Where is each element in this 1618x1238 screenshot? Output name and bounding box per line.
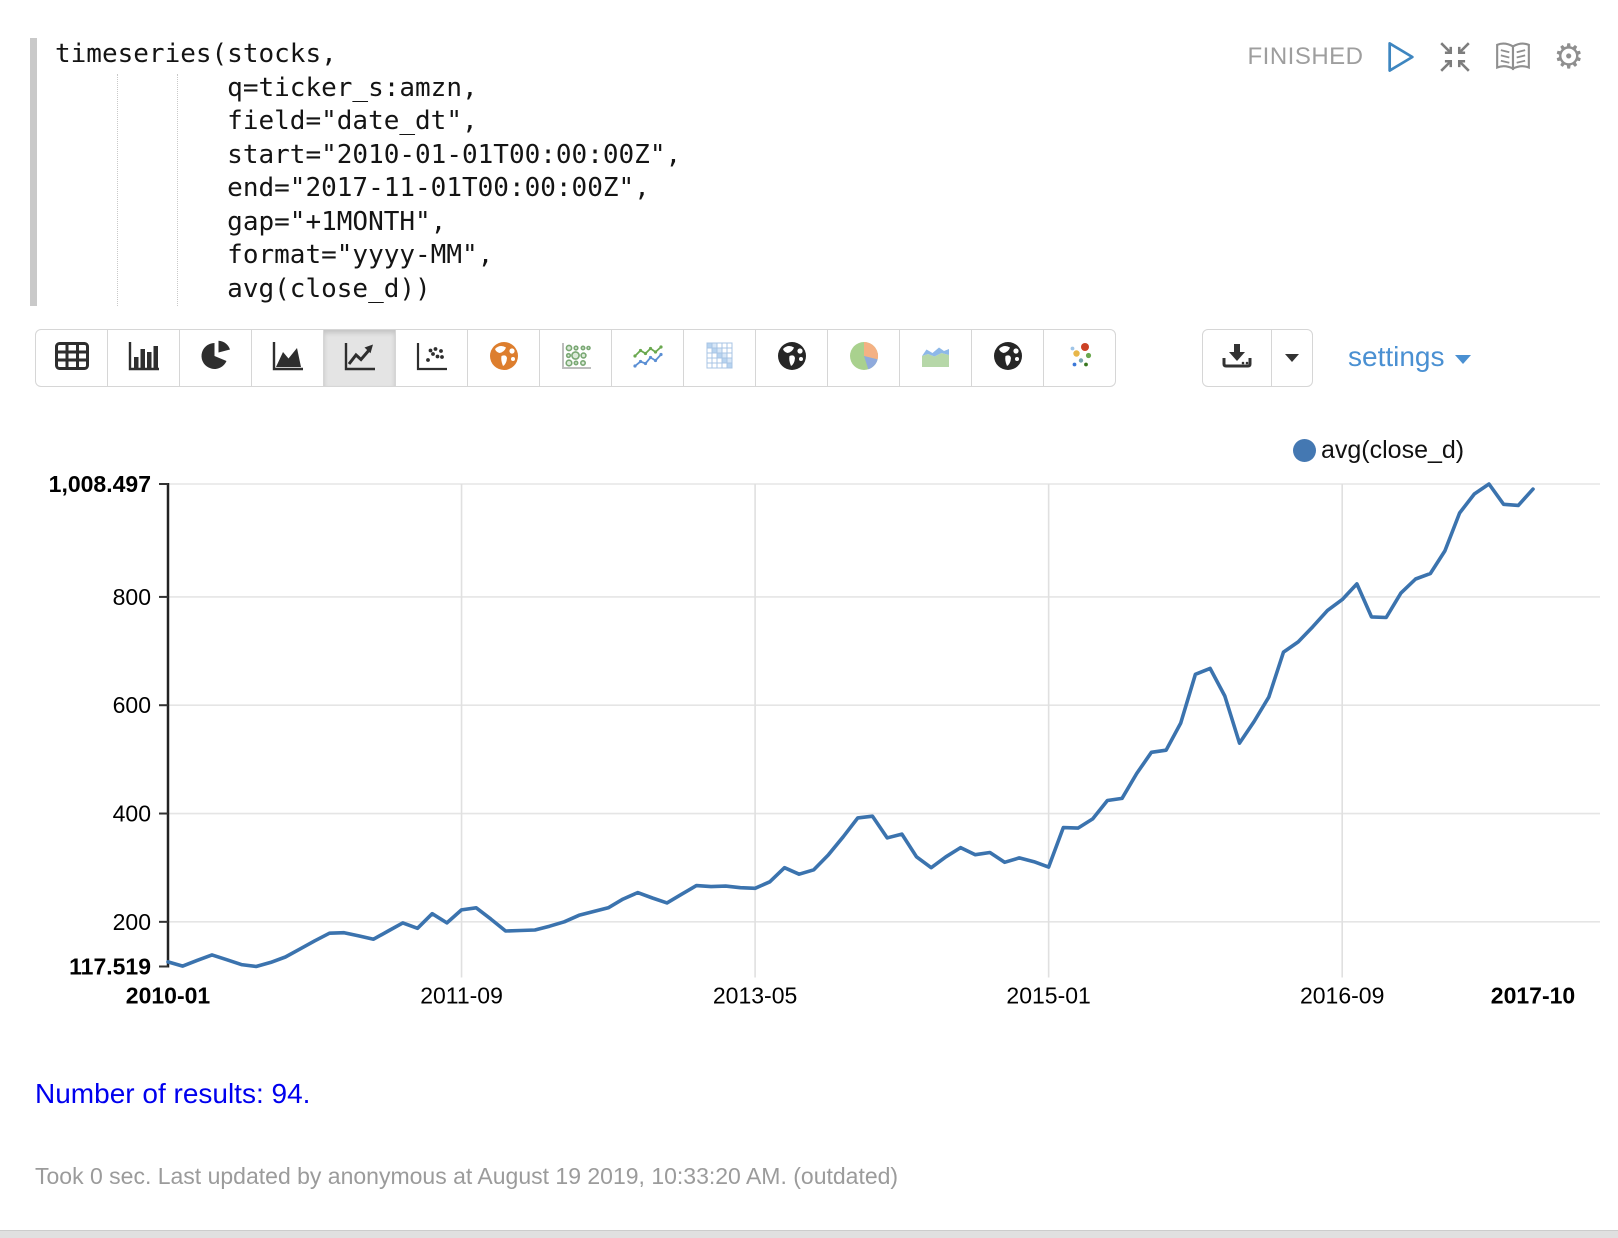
chart-type-scatter-colored-button[interactable]: [1043, 329, 1116, 387]
area-chart-icon: [270, 340, 306, 377]
chart-type-pie-button[interactable]: [179, 329, 252, 387]
svg-text:2011-09: 2011-09: [420, 983, 503, 1009]
line-chart[interactable]: 1,008.497 800 600 400 200 117.519 2010-01 2011-…: [0, 455, 1618, 1015]
table-icon: [54, 340, 90, 377]
chart-type-area-button[interactable]: [251, 329, 324, 387]
code-line[interactable]: gap="+1MONTH",: [55, 206, 447, 237]
results-count-text: Number of results: 94.: [35, 1078, 311, 1109]
svg-text:1,008.497: 1,008.497: [49, 471, 151, 497]
chart-type-bubble-button[interactable]: [539, 329, 612, 387]
settings-label: settings: [1348, 341, 1445, 372]
download-options-caret-button[interactable]: [1271, 329, 1313, 387]
caret-down-icon: [1454, 354, 1471, 364]
svg-text:200: 200: [113, 909, 151, 935]
code-line[interactable]: start="2010-01-01T00:00:00Z",: [55, 139, 682, 170]
paragraph-controls: FINISHED ⚙: [1248, 40, 1585, 74]
line-chart-svg[interactable]: 1,008.497 800 600 400 200 117.519 2010-01 2011-…: [0, 455, 1618, 1015]
export-button-group: [1202, 329, 1313, 387]
chart-type-table-button[interactable]: [35, 329, 108, 387]
multi-line-chart-icon: [630, 340, 666, 377]
chart-type-globe-dark-button[interactable]: [755, 329, 828, 387]
heatmap-icon: [703, 340, 737, 377]
chart-type-scatter-button[interactable]: [395, 329, 468, 387]
gear-icon[interactable]: ⚙: [1553, 37, 1584, 77]
chart-type-globe-dark-2-button[interactable]: [971, 329, 1044, 387]
svg-text:2010-01: 2010-01: [126, 983, 211, 1009]
scatter-colored-icon: [1062, 340, 1098, 377]
svg-text:600: 600: [113, 692, 151, 718]
scatter-plot-icon: [414, 340, 450, 377]
status-badge: FINISHED: [1247, 43, 1364, 70]
svg-text:2013-05: 2013-05: [713, 983, 797, 1009]
chart-type-line-button[interactable]: [323, 329, 396, 387]
code-line[interactable]: format="yyyy-MM",: [55, 240, 494, 270]
next-paragraph-divider: [0, 1230, 1618, 1238]
download-icon: [1221, 342, 1253, 375]
chart-type-toolbar: [35, 329, 1116, 387]
code-line[interactable]: q=ticker_s:amzn,: [55, 72, 478, 103]
editor-gutter: [30, 38, 37, 306]
show-editor-book-icon[interactable]: [1494, 40, 1532, 74]
chart-type-heatmap-button[interactable]: [683, 329, 756, 387]
run-play-icon[interactable]: [1386, 40, 1416, 74]
paragraph-status-text: Took 0 sec. Last updated by anonymous at…: [35, 1163, 899, 1189]
settings-toggle[interactable]: settings: [1348, 341, 1471, 373]
legend-item[interactable]: avg(close_d): [1293, 436, 1464, 465]
code-text[interactable]: timeseries(stocks, q=ticker_s:amzn, fiel…: [55, 38, 681, 306]
chart-type-world-map-button[interactable]: [467, 329, 540, 387]
bubble-chart-icon: [558, 340, 594, 377]
globe-dark-2-icon: [991, 339, 1025, 378]
chart-type-bar-button[interactable]: [107, 329, 180, 387]
indent-guide: [117, 74, 118, 306]
svg-text:2015-01: 2015-01: [1006, 983, 1090, 1009]
globe-orange-icon: [487, 339, 521, 378]
caret-down-icon: [1285, 354, 1299, 362]
chart-type-pie-colored-button[interactable]: [827, 329, 900, 387]
svg-text:2017-10: 2017-10: [1491, 983, 1575, 1009]
pie-chart-colored-icon: [847, 339, 881, 378]
chart-type-area-colored-button[interactable]: [899, 329, 972, 387]
svg-text:117.519: 117.519: [69, 954, 151, 980]
pie-chart-icon: [199, 340, 233, 377]
download-button[interactable]: [1202, 329, 1272, 387]
code-line[interactable]: end="2017-11-01T00:00:00Z",: [55, 173, 650, 203]
svg-text:2016-09: 2016-09: [1300, 983, 1384, 1009]
svg-text:400: 400: [113, 801, 151, 827]
code-line[interactable]: timeseries(stocks,: [55, 39, 337, 69]
area-chart-colored-icon: [918, 340, 954, 377]
bar-chart-icon: [126, 340, 162, 377]
code-editor[interactable]: timeseries(stocks, q=ticker_s:amzn, fiel…: [0, 36, 1618, 312]
svg-text:800: 800: [113, 584, 151, 610]
legend-series-dot: [1293, 439, 1316, 462]
indent-guide: [177, 74, 178, 306]
chart-type-multi-line-button[interactable]: [611, 329, 684, 387]
globe-dark-icon: [775, 339, 809, 378]
line-chart-icon: [342, 340, 378, 377]
code-line[interactable]: avg(close_d)): [55, 273, 431, 304]
collapse-icon[interactable]: [1438, 40, 1472, 74]
legend-series-label: avg(close_d): [1321, 436, 1465, 464]
code-line[interactable]: field="date_dt",: [55, 106, 478, 136]
